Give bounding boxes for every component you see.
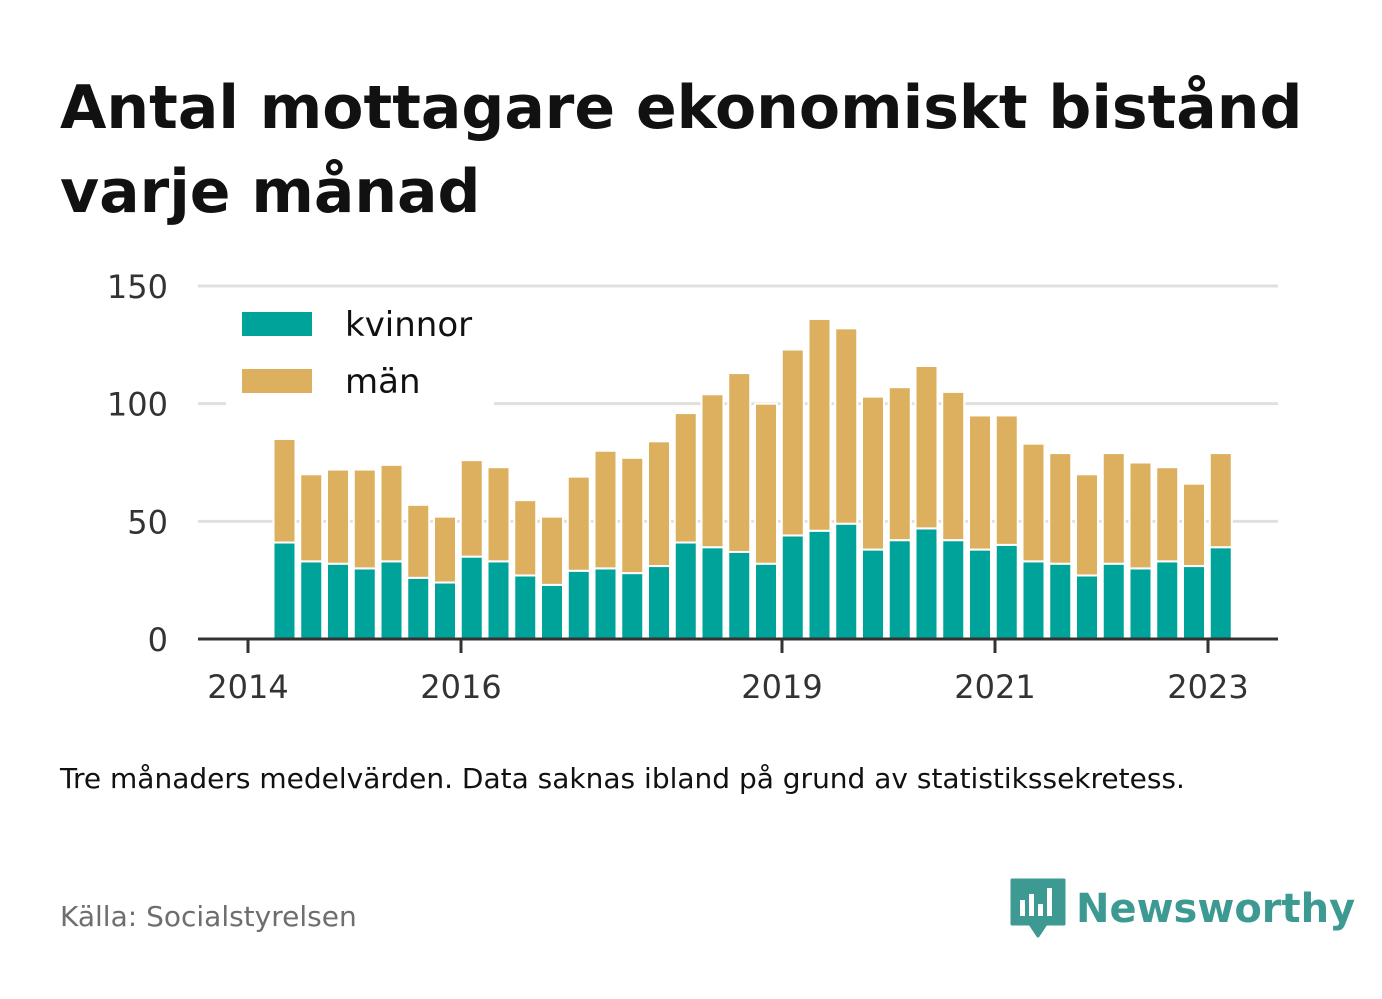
x-tick-label: 2016: [420, 668, 501, 706]
bar-män-4: [352, 468, 377, 570]
bar-kvinnor-22: [834, 522, 859, 640]
bar-kvinnor-28: [994, 543, 1019, 640]
bar-kvinnor-11: [540, 583, 564, 641]
bar-kvinnor-34: [1155, 560, 1180, 641]
bar-män-5: [379, 463, 404, 563]
bar-män-22: [834, 327, 859, 525]
bar-kvinnor-27: [968, 548, 992, 640]
bar-män-8: [459, 459, 484, 558]
bar-män-17: [700, 393, 725, 549]
bar-män-30: [1048, 452, 1073, 565]
bar-kvinnor-15: [647, 565, 671, 641]
bar-kvinnor-33: [1128, 567, 1153, 641]
x-tick-label: 2021: [954, 668, 1035, 706]
bar-kvinnor-12: [566, 569, 591, 641]
bar-kvinnor-19: [754, 562, 778, 641]
y-tick-label: 100: [107, 386, 168, 424]
bar-kvinnor-1: [272, 541, 297, 640]
bar-kvinnor-9: [486, 560, 511, 641]
bar-män-19: [754, 402, 778, 565]
bar-män-24: [887, 386, 912, 542]
x-axis: 2014 2016 2019 2021 2023: [198, 637, 1278, 706]
bar-män-15: [647, 440, 671, 568]
bar-män-10: [513, 499, 538, 577]
bar-kvinnor-31: [1075, 574, 1099, 641]
bar-kvinnor-17: [700, 546, 725, 640]
bar-män-29: [1021, 442, 1046, 563]
legend: kvinnor män: [226, 296, 494, 406]
chart-title: Antal mottagare ekonomiskt bistånd varje…: [60, 73, 1303, 227]
bar-män-16: [673, 412, 698, 544]
bar-män-28: [994, 414, 1019, 546]
bar-kvinnor-8: [459, 555, 484, 641]
y-tick-label: 0: [148, 621, 168, 659]
bar-män-3: [326, 468, 350, 565]
bar-män-23: [861, 395, 885, 551]
legend-swatch-kvinnor: [242, 312, 312, 336]
bar-kvinnor-26: [941, 539, 966, 640]
bar-kvinnor-13: [593, 567, 618, 641]
brand-name: Newsworthy: [1076, 886, 1356, 932]
legend-label-män: män: [345, 362, 421, 402]
bar-kvinnor-5: [379, 560, 404, 641]
x-tick-label: 2023: [1167, 668, 1248, 706]
bar-män-25: [914, 365, 939, 530]
bar-kvinnor-4: [352, 567, 377, 641]
bar-män-12: [566, 475, 591, 572]
x-tick-label: 2019: [741, 668, 822, 706]
bar-män-34: [1155, 466, 1180, 563]
bar-kvinnor-24: [887, 539, 912, 640]
bar-män-36: [1208, 452, 1233, 549]
chart-note: Tre månaders medelvärden. Data saknas ib…: [60, 762, 1185, 795]
bar-kvinnor-25: [914, 527, 939, 640]
bar-kvinnor-21: [807, 529, 832, 640]
bar-män-20: [780, 348, 805, 537]
bar-kvinnor-23: [861, 548, 885, 640]
bar-kvinnor-14: [620, 572, 645, 641]
y-tick-label: 150: [107, 268, 168, 306]
bar-män-13: [593, 449, 618, 570]
bar-kvinnor-6: [406, 576, 431, 641]
bar-kvinnor-10: [513, 574, 538, 641]
bar-män-35: [1182, 482, 1206, 568]
bar-män-14: [620, 456, 645, 575]
stacked-bar-chart: 0 50 100 150 2014 2016 2019 2021 2023 kvinnor mä…: [107, 268, 1278, 706]
legend-label-kvinnor: kvinnor: [345, 305, 472, 345]
bar-män-27: [968, 414, 992, 551]
bar-män-6: [406, 503, 431, 579]
bar-kvinnor-2: [299, 560, 324, 641]
bar-kvinnor-20: [780, 534, 805, 640]
bar-män-32: [1101, 452, 1126, 565]
bar-män-21: [807, 317, 832, 532]
bar-män-1: [272, 437, 297, 544]
bar-kvinnor-3: [326, 562, 350, 641]
newsworthy-logo: Newsworthy: [1010, 878, 1355, 940]
bar-män-31: [1075, 473, 1099, 577]
bar-män-9: [486, 466, 511, 563]
bar-chart-speech-bubble-icon: [1010, 878, 1066, 938]
y-tick-label: 50: [127, 503, 168, 541]
bar-män-33: [1128, 461, 1153, 570]
bar-kvinnor-18: [727, 550, 752, 641]
bar-kvinnor-35: [1182, 565, 1206, 641]
legend-swatch-män: [242, 369, 312, 393]
y-axis-ticks: 0 50 100 150: [107, 268, 168, 659]
bar-män-11: [540, 515, 564, 586]
bar-män-2: [299, 473, 324, 563]
bar-kvinnor-7: [433, 581, 457, 641]
bar-män-7: [433, 515, 457, 584]
bar-kvinnor-36: [1208, 546, 1233, 640]
x-tick-label: 2014: [207, 668, 288, 706]
bar-kvinnor-16: [673, 541, 698, 640]
source-label: Källa: Socialstyrelsen: [60, 900, 357, 933]
bar-män-26: [941, 390, 966, 542]
bar-kvinnor-29: [1021, 560, 1046, 641]
bar-kvinnor-30: [1048, 562, 1073, 641]
bar-män-18: [727, 372, 752, 553]
bar-kvinnor-32: [1101, 562, 1126, 641]
